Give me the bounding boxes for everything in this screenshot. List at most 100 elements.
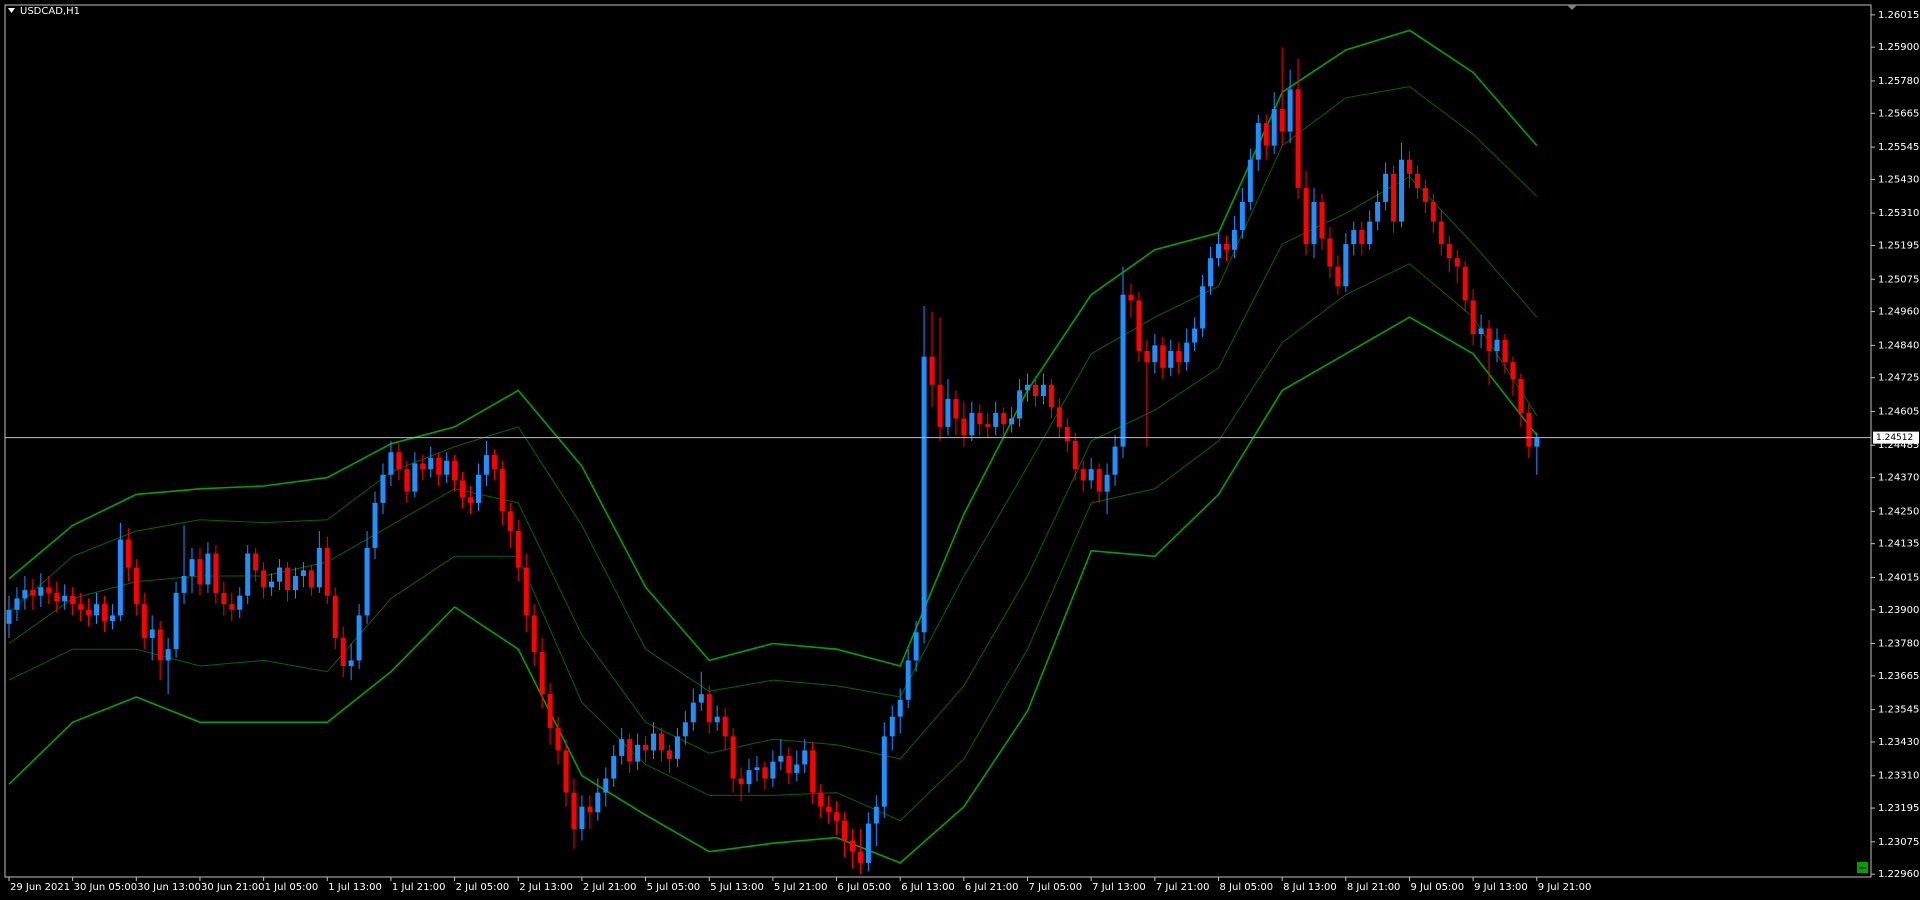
- candle-body: [460, 480, 466, 498]
- candle-body: [730, 736, 736, 779]
- candle-body: [1184, 342, 1190, 363]
- candle-body: [1494, 339, 1500, 351]
- x-tick-label: 8 Jul 21:00: [1347, 882, 1401, 893]
- candle-body: [1534, 438, 1540, 447]
- x-tick-label: 6 Jul 05:00: [838, 882, 892, 893]
- candle-body: [1208, 258, 1214, 287]
- candle-body: [1502, 339, 1508, 363]
- candle-body: [531, 615, 537, 652]
- candle-body: [86, 609, 92, 616]
- candle-body: [1359, 230, 1365, 245]
- candle-body: [173, 592, 179, 650]
- x-tick-label: 6 Jul 13:00: [901, 882, 955, 893]
- candle-body: [269, 581, 275, 588]
- y-tick-label: 1.24250: [1878, 506, 1919, 517]
- candle-body: [651, 733, 657, 751]
- candle-body: [213, 553, 219, 593]
- candle-body: [1414, 173, 1420, 188]
- candle-body: [237, 595, 243, 610]
- candle-body: [141, 604, 147, 638]
- current-price-box: [1873, 431, 1919, 444]
- candle-body: [563, 750, 569, 793]
- candle-body: [921, 356, 927, 633]
- candle-body: [483, 455, 489, 475]
- candle-body: [842, 820, 848, 841]
- candle-body: [165, 649, 171, 661]
- x-tick-label: 9 Jul 13:00: [1474, 882, 1528, 893]
- candle-body: [6, 609, 12, 624]
- y-tick-label: 1.25900: [1878, 42, 1919, 53]
- candle-body: [1176, 350, 1182, 363]
- y-tick-label: 1.25195: [1878, 241, 1919, 252]
- candle-body: [292, 576, 298, 591]
- shift-marker[interactable]: [1567, 5, 1577, 10]
- x-tick-label: 30 Jun 05:00: [74, 882, 138, 893]
- y-tick-label: 1.25780: [1878, 76, 1919, 87]
- candle-body: [1040, 384, 1046, 396]
- candle-body: [1001, 412, 1007, 425]
- candle-body: [1215, 244, 1221, 259]
- candle-body: [428, 457, 434, 470]
- candle-body: [993, 412, 999, 427]
- candle-body: [452, 460, 458, 481]
- candle-body: [388, 452, 394, 475]
- y-tick-label: 1.23075: [1878, 837, 1919, 848]
- candle-body: [627, 739, 633, 762]
- candle-body: [181, 576, 187, 593]
- candle-body: [30, 590, 36, 596]
- candle-body: [1446, 244, 1452, 259]
- x-tick-label: 30 Jun 21:00: [201, 882, 265, 893]
- candle-body: [38, 587, 44, 596]
- candle-body: [889, 716, 895, 737]
- candle-body: [1231, 230, 1237, 250]
- candle-body: [308, 570, 314, 588]
- candle-body: [778, 756, 784, 762]
- candle-body: [1120, 294, 1126, 447]
- candle-body: [54, 592, 60, 602]
- candle-body: [1025, 384, 1031, 391]
- y-tick-label: 1.24370: [1878, 473, 1919, 484]
- candle-body: [571, 792, 577, 830]
- candle-body: [1327, 238, 1333, 267]
- candle-body: [1072, 441, 1078, 470]
- candle-body: [1128, 294, 1134, 301]
- candle-body: [1239, 201, 1245, 231]
- candle-body: [945, 398, 951, 427]
- candle-body: [1422, 187, 1428, 202]
- candle-body: [706, 694, 712, 723]
- candle-body: [229, 604, 235, 610]
- x-tick-label: 7 Jul 05:00: [1029, 882, 1083, 893]
- candle-body: [1311, 201, 1317, 245]
- candle-body: [1136, 300, 1142, 351]
- y-tick-label: 1.25310: [1878, 208, 1919, 219]
- candle-body: [547, 694, 553, 728]
- candle-body: [746, 770, 752, 785]
- x-tick-label: 5 Jul 05:00: [647, 882, 701, 893]
- x-tick-label: 9 Jul 05:00: [1410, 882, 1464, 893]
- candle-body: [109, 615, 115, 622]
- candle-body: [794, 764, 800, 773]
- candle-body: [579, 806, 585, 830]
- candle-body: [1438, 221, 1444, 245]
- candle-body: [205, 553, 211, 585]
- candle-body: [1271, 109, 1277, 146]
- candle-body: [1526, 412, 1532, 447]
- candle-body: [468, 497, 474, 503]
- candle-body: [324, 547, 330, 596]
- current-price-label: 1.24512: [1876, 433, 1913, 443]
- candle-body: [1255, 123, 1261, 160]
- candle-body: [1032, 384, 1038, 396]
- candle-body: [1247, 159, 1253, 202]
- y-tick-label: 1.23310: [1878, 771, 1919, 782]
- candle-body: [1462, 266, 1468, 301]
- candle-body: [786, 756, 792, 773]
- candle-body: [539, 651, 545, 695]
- candle-body: [46, 587, 52, 593]
- candle-body: [857, 851, 863, 863]
- candle-body: [300, 570, 306, 577]
- candle-body: [22, 590, 28, 599]
- candle-body: [969, 412, 975, 436]
- candle-body: [62, 595, 68, 602]
- y-tick-label: 1.24135: [1878, 539, 1919, 550]
- menu-arrow[interactable]: [8, 8, 15, 13]
